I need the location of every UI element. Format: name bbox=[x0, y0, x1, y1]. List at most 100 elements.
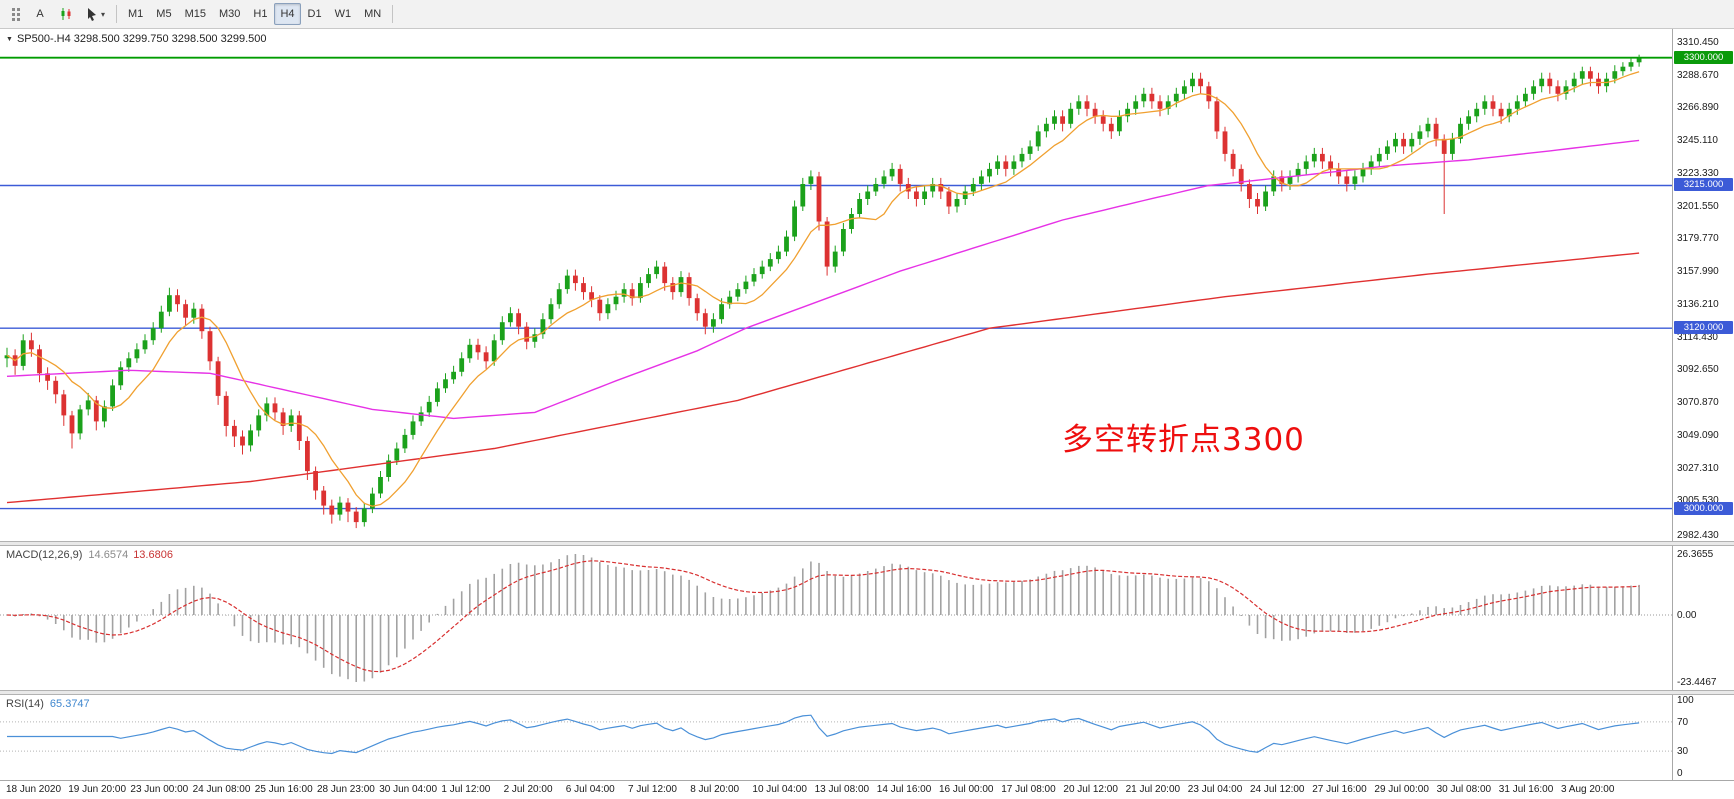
candle-down bbox=[1320, 153, 1325, 162]
candle-up bbox=[564, 275, 570, 290]
candle-up bbox=[1571, 78, 1577, 87]
candle-down bbox=[629, 289, 635, 299]
collapse-triangle-icon[interactable]: ▼ bbox=[6, 36, 13, 43]
macd-panel[interactable] bbox=[0, 546, 1672, 690]
candle-up bbox=[418, 412, 424, 422]
candle-up bbox=[1482, 101, 1488, 109]
price-tag-3000: 3000.000 bbox=[1674, 501, 1733, 515]
time-axis-label: 30 Jun 04:00 bbox=[379, 784, 438, 795]
timeframe-button-m15[interactable]: M15 bbox=[179, 3, 212, 25]
time-axis-label: 29 Jul 00:00 bbox=[1374, 784, 1429, 795]
candle-up bbox=[1173, 93, 1179, 102]
chart-type-button[interactable] bbox=[53, 3, 79, 25]
price-axis-label: 3070.870 bbox=[1677, 397, 1719, 409]
candle-up bbox=[678, 277, 684, 293]
candle-up bbox=[1352, 176, 1358, 184]
chart-annotation-text: 多空转折点3300 bbox=[1062, 422, 1305, 458]
candle-up bbox=[808, 176, 814, 184]
candle-up bbox=[1035, 131, 1041, 147]
main-chart-panel[interactable] bbox=[0, 29, 1672, 541]
candle-down bbox=[475, 344, 481, 353]
candle-up bbox=[1044, 123, 1049, 132]
time-axis-label: 23 Jun 00:00 bbox=[130, 784, 189, 795]
timeframe-button-mn[interactable]: MN bbox=[358, 3, 387, 25]
macd-indicator-label: MACD(12,26,9) 14.6574 13.6806 bbox=[6, 549, 173, 561]
candle-up bbox=[20, 340, 26, 366]
candle-down bbox=[69, 415, 75, 434]
candle-down bbox=[93, 400, 99, 422]
macd-histogram bbox=[14, 554, 1640, 682]
chevron-down-icon: ▾ bbox=[101, 9, 106, 19]
candle-down bbox=[329, 505, 335, 515]
candle-down bbox=[1328, 161, 1333, 169]
candle-up bbox=[1011, 161, 1017, 169]
price-axis[interactable]: 3310.450 3288.670 3266.890 3245.110 3223.330… bbox=[1672, 29, 1734, 780]
candle-up bbox=[256, 415, 262, 431]
candle-down bbox=[1498, 108, 1504, 117]
time-axis-label: 24 Jun 08:00 bbox=[192, 784, 251, 795]
price-tag-3120: 3120.000 bbox=[1674, 321, 1733, 335]
timeframe-button-m5[interactable]: M5 bbox=[150, 3, 177, 25]
candle-up bbox=[881, 176, 887, 184]
candle-up bbox=[467, 344, 473, 359]
macd-chart[interactable] bbox=[0, 546, 1672, 690]
symbol-ohlc-line: ▼ SP500-.H4 3298.500 3299.750 3298.500 32… bbox=[6, 33, 267, 45]
candle-down bbox=[1060, 116, 1065, 124]
candle-down bbox=[272, 403, 278, 413]
candle-down bbox=[215, 361, 221, 396]
annotate-button[interactable]: A bbox=[28, 3, 52, 25]
rsi-panel[interactable] bbox=[0, 695, 1672, 780]
candle-down bbox=[824, 221, 830, 267]
candle-down bbox=[305, 441, 310, 472]
candle-up bbox=[1360, 168, 1366, 177]
toolbar-separator bbox=[392, 5, 394, 23]
candle-down bbox=[516, 313, 521, 327]
candle-up bbox=[857, 199, 862, 214]
ma-mid-line bbox=[6, 139, 1640, 420]
candle-up bbox=[751, 274, 757, 282]
timeframe-button-w1[interactable]: W1 bbox=[329, 3, 358, 25]
candle-up bbox=[1165, 101, 1171, 109]
candle-up bbox=[1287, 176, 1293, 184]
candle-up bbox=[1466, 116, 1471, 124]
candle-up bbox=[1376, 153, 1382, 162]
candle-up bbox=[1474, 108, 1480, 117]
panel-divider[interactable] bbox=[0, 690, 1734, 695]
candle-up bbox=[646, 274, 651, 284]
candle-down bbox=[313, 471, 318, 491]
candle-down bbox=[581, 283, 586, 293]
price-axis-label: 3223.330 bbox=[1677, 167, 1719, 179]
candle-up bbox=[126, 358, 132, 368]
candlestick-chart[interactable] bbox=[0, 29, 1672, 541]
rsi-chart[interactable] bbox=[0, 695, 1672, 780]
time-axis[interactable]: 18 Jun 2020 19 Jun 20:00 23 Jun 00:00 24 Ju… bbox=[0, 780, 1734, 799]
candle-down bbox=[1222, 131, 1228, 154]
candle-down bbox=[45, 373, 50, 381]
candle-down bbox=[1157, 101, 1163, 109]
candle-down bbox=[1555, 86, 1561, 94]
symbol-ohlc-text: SP500-.H4 3298.500 3299.750 3298.500 329… bbox=[16, 33, 267, 45]
candle-up bbox=[556, 289, 562, 305]
candle-up bbox=[248, 430, 253, 446]
cursor-tool-dropdown[interactable]: ▾ bbox=[80, 3, 111, 25]
price-tag-3215: 3215.000 bbox=[1674, 178, 1733, 192]
candle-down bbox=[1336, 168, 1342, 177]
panel-divider[interactable] bbox=[0, 541, 1734, 546]
timeframe-button-d1[interactable]: D1 bbox=[302, 3, 328, 25]
candle-down bbox=[938, 184, 944, 192]
toolbar-grip-handle[interactable] bbox=[3, 3, 27, 25]
candle-down bbox=[345, 502, 351, 512]
time-axis-label: 21 Jul 20:00 bbox=[1125, 784, 1181, 795]
candle-down bbox=[897, 168, 903, 184]
candle-up bbox=[386, 460, 391, 477]
candle-up bbox=[191, 308, 197, 318]
timeframe-button-m1[interactable]: M1 bbox=[122, 3, 149, 25]
candle-down bbox=[905, 184, 911, 192]
time-axis-label: 27 Jul 16:00 bbox=[1312, 784, 1367, 795]
timeframe-button-h4[interactable]: H4 bbox=[274, 3, 301, 25]
candle-down bbox=[694, 298, 700, 314]
timeframe-button-m30[interactable]: M30 bbox=[213, 3, 246, 25]
timeframe-button-h1[interactable]: H1 bbox=[247, 3, 273, 25]
candle-up bbox=[134, 349, 140, 359]
rsi-axis-label: 70 bbox=[1677, 716, 1689, 728]
